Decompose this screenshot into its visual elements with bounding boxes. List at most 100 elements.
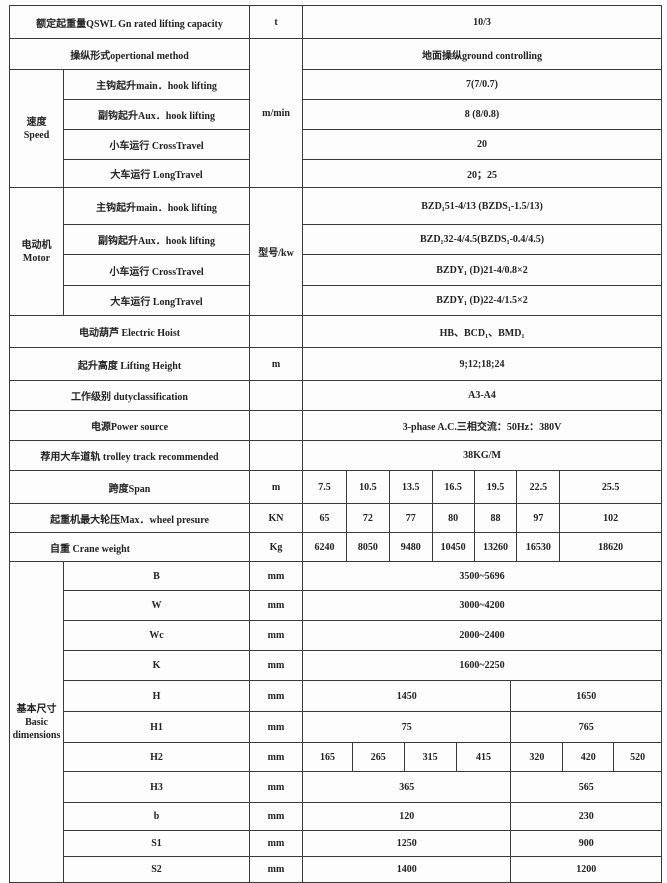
value: 7(7/0.7): [302, 69, 663, 100]
unit: [249, 440, 304, 471]
value: A3-A4: [302, 380, 663, 411]
label: S1: [62, 830, 251, 857]
cell: 102: [559, 504, 660, 532]
cell: 88: [473, 504, 517, 532]
row-wheel: 起重机最大轮压Max．wheel presure KN 65 72 77 80 …: [8, 503, 663, 533]
unit: mm: [249, 856, 304, 883]
values: 7.5 10.5 13.5 16.5 19.5 22.5 25.5: [302, 470, 663, 504]
cell: 365: [399, 781, 415, 793]
cell: 520: [613, 743, 660, 771]
unit: [249, 315, 304, 348]
label: 副钩起升Aux．hook lifting: [62, 99, 251, 130]
group-speed: 速度 Speed: [9, 69, 64, 188]
cell: 265: [351, 743, 404, 771]
unit: mm: [249, 771, 304, 803]
label: 大车运行 LongTravel: [62, 285, 251, 316]
unit: m: [249, 347, 304, 381]
label: S2: [62, 856, 251, 883]
value: 20: [302, 129, 663, 160]
row-power: 电源Power source 3-phase A.C.三相交流：50Hz：380…: [8, 410, 663, 441]
row-dim-H3: H3 mm 365 565: [10, 771, 663, 803]
group-cn: 电动机: [21, 239, 52, 251]
cell: 230: [510, 803, 660, 830]
unit-motor: 型号/kw: [249, 187, 304, 316]
values: 120 230: [302, 802, 663, 831]
row-dim-H1: H1 mm 75 765: [10, 711, 663, 743]
cell: 1650: [510, 681, 660, 711]
cell: 565: [510, 772, 660, 802]
label: 跨度Span: [8, 470, 251, 504]
row-dim-B: 基本尺寸 Basic dimensions B mm 3500~5696: [9, 561, 663, 883]
cell: 6240: [314, 541, 335, 553]
unit-speed: m/min: [249, 38, 304, 188]
row-dim-S2: S2 mm 1400 1200: [10, 856, 663, 883]
label: 额定起重量QSWL Gn rated lifting capacity: [8, 5, 251, 39]
label: 工作级别 dutyclassification: [8, 380, 251, 411]
cell: 13260: [473, 533, 517, 561]
value: 9;12;18;24: [302, 347, 663, 381]
cell: 19.5: [473, 471, 517, 503]
value: 38KG/M: [302, 440, 663, 471]
row-dim-H: H mm 1450 1650: [10, 680, 663, 712]
label: B: [62, 561, 251, 591]
unit: mm: [249, 742, 304, 772]
cell: 10.5: [345, 471, 389, 503]
row-speed-aux: 副钩起升Aux．hook lifting 8 (8/0.8): [10, 99, 663, 130]
cell: 1200: [510, 857, 660, 882]
value: 3-phase A.C.三相交流：50Hz：380V: [302, 410, 663, 441]
label: 起升高度 Lifting Height: [8, 347, 251, 381]
row-dim-H2: H2 mm 165 265 315 415 320 420 520: [10, 742, 663, 772]
cell: 315: [403, 743, 456, 771]
unit: mm: [249, 620, 304, 651]
unit: mm: [249, 680, 304, 712]
row-speed-main: 速度 Speed 主钩起升main．hook lifting 7(7/0.7): [9, 69, 663, 188]
row-speed-cross: 小车运行 CrossTravel 20: [10, 129, 663, 160]
cell: 16530: [516, 533, 559, 561]
row-operation: 操纵形式opertional method m/min 地面操纵ground c…: [8, 38, 663, 188]
row-dim-K: K mm 1600~2250: [10, 650, 663, 681]
values: 6240 8050 9480 10450 13260 16530 18620: [302, 532, 663, 562]
unit: [249, 410, 304, 441]
value: BZD₁32-4/4.5(BZDS₁-0.4/4.5): [302, 224, 663, 255]
label: 荐用大车道轨 trolley track recommended: [8, 440, 251, 471]
group-en: dimensions: [12, 729, 61, 741]
unit: mm: [249, 830, 304, 857]
values: 365 565: [302, 771, 663, 803]
unit: [249, 380, 304, 411]
unit: mm: [249, 711, 304, 743]
unit: t: [249, 5, 304, 39]
row-speed-long: 大车运行 LongTravel 20；25: [10, 159, 663, 188]
values: 65 72 77 80 88 97 102: [302, 503, 663, 533]
cell: 80: [431, 504, 474, 532]
group-basic-dimensions: 基本尺寸 Basic dimensions: [9, 561, 64, 883]
row-weight: 自重 Crane weight Kg 6240 8050 9480 10450 …: [8, 532, 663, 562]
row-motor-long: 大车运行 LongTravel BZDY₁ (D)22-4/1.5×2: [10, 285, 663, 316]
values: 1250 900: [302, 830, 663, 857]
cell: 18620: [559, 533, 660, 561]
group-motor: 电动机 Motor: [9, 187, 64, 316]
cell: 415: [455, 743, 511, 771]
label: b: [62, 802, 251, 831]
label: 主钩起升main．hook lifting: [62, 69, 251, 100]
row-dim-b: b mm 120 230: [10, 802, 663, 831]
label: H2: [62, 742, 251, 772]
values: 75 765: [302, 711, 663, 743]
label: 电源Power source: [8, 410, 251, 441]
label: 小车运行 CrossTravel: [62, 254, 251, 286]
cell: 165: [319, 751, 335, 763]
row-motor-aux: 副钩起升Aux．hook lifting BZD₁32-4/4.5(BZDS₁-…: [10, 224, 663, 255]
unit: mm: [249, 650, 304, 681]
cell: 13.5: [388, 471, 432, 503]
group-cn: 速度: [26, 116, 47, 128]
crane-spec-table: 额定起重量QSWL Gn rated lifting capacity t 10…: [8, 5, 663, 883]
cell: 77: [388, 504, 432, 532]
cell: 72: [345, 504, 389, 532]
label: K: [62, 650, 251, 681]
values: 1450 1650: [302, 680, 663, 712]
row-duty: 工作级别 dutyclassification A3-A4: [8, 380, 663, 411]
value: 10/3: [302, 5, 663, 39]
value: HB、BCD₁、BMD₁: [302, 315, 663, 348]
value: 20；25: [302, 159, 663, 188]
values: 1400 1200: [302, 856, 663, 883]
label: 起重机最大轮压Max．wheel presure: [8, 503, 251, 533]
